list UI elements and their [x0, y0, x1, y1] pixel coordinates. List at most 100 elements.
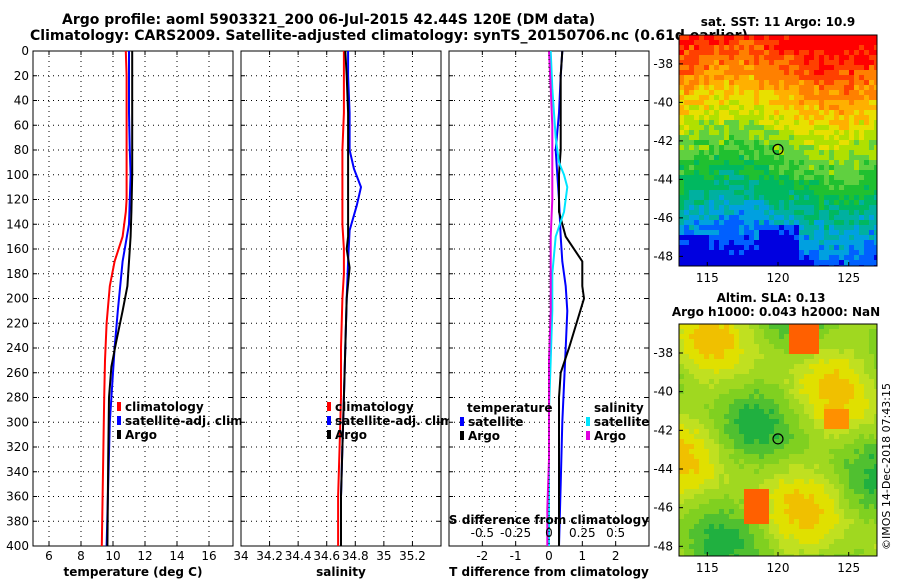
map-subtitle-sla: Argo h1000: 0.043 h2000: NaN: [672, 305, 880, 319]
map-cells: [679, 35, 877, 266]
map-y-tick-label: -46: [653, 211, 673, 225]
map-y-tick-label: -48: [653, 539, 673, 553]
series-line-t-satellite: [554, 50, 569, 547]
x-tick-label: 34.2: [256, 549, 283, 563]
s-tick-label: -0.5: [471, 526, 494, 540]
s-axis-label: S difference from climatology: [449, 513, 649, 527]
legend-label: climatology: [125, 400, 204, 414]
x-tick-label: 12: [137, 549, 152, 563]
y-tick-label: 340: [6, 465, 29, 479]
legend-swatch: [117, 402, 121, 411]
map-title: sat. SST: 11 Argo: 10.9: [701, 15, 855, 29]
map-y-tick-label: -42: [653, 423, 673, 437]
title-line-2: Climatology: CARS2009. Satellite-adjuste…: [30, 28, 748, 44]
s-tick-label: 0: [545, 526, 553, 540]
s-tick-label: 0.5: [606, 526, 625, 540]
legend-heading-temperature: temperature: [467, 401, 552, 415]
x-axis-label: T difference from climatology: [449, 565, 649, 579]
legend-label: Argo: [468, 429, 500, 443]
map-y-tick-label: -44: [653, 462, 673, 476]
map-y-tick-label: -42: [653, 134, 673, 148]
map-y-tick-label: -46: [653, 501, 673, 515]
y-tick-label: 60: [14, 118, 29, 132]
legend-swatch: [117, 430, 121, 439]
y-tick-label: 140: [6, 217, 29, 231]
legend-label: satellite: [468, 415, 523, 429]
map-x-tick-label: 115: [696, 561, 719, 575]
y-tick-label: 320: [6, 440, 29, 454]
legend-label: Argo: [594, 429, 626, 443]
legend-label: satellite-adj. clim.: [125, 414, 247, 428]
series-line-climatology: [337, 51, 345, 546]
x-tick-label: -2: [476, 549, 488, 563]
s-tick-label: -0.25: [500, 526, 531, 540]
legend-label: satellite: [594, 415, 649, 429]
x-tick-label: 16: [201, 549, 216, 563]
x-tick-label: 34.4: [285, 549, 312, 563]
legend-swatch: [460, 431, 464, 440]
legend-swatch: [586, 417, 590, 426]
y-tick-label: 240: [6, 341, 29, 355]
x-tick-label: 14: [169, 549, 184, 563]
legend-swatch: [460, 417, 464, 426]
map-y-tick-label: -38: [653, 57, 673, 71]
y-tick-label: 80: [14, 143, 29, 157]
x-tick-label: 34: [233, 549, 248, 563]
x-axis-label: temperature (deg C): [64, 565, 203, 579]
y-tick-label: 160: [6, 242, 29, 256]
series-line-argo: [340, 50, 351, 546]
legend-label: Argo: [125, 428, 157, 442]
y-tick-label: 20: [14, 69, 29, 83]
map-title-sla: Altim. SLA: 0.13: [717, 291, 826, 305]
legend-swatch: [327, 402, 331, 411]
x-tick-label: 6: [45, 549, 53, 563]
x-tick-label: 34.8: [342, 549, 369, 563]
map-y-tick-label: -40: [653, 95, 673, 109]
y-tick-label: 120: [6, 193, 29, 207]
series-line-climatology: [100, 50, 128, 547]
legend-label: climatology: [335, 400, 414, 414]
y-tick-label: 400: [6, 539, 29, 553]
x-tick-label: 35: [376, 549, 391, 563]
map-x-tick-label: 125: [837, 561, 860, 575]
y-tick-label: 260: [6, 366, 29, 380]
x-axis-label: salinity: [316, 565, 366, 579]
profile-panel-difference: -2 -1 0 1 2 T difference from climatology -0.5…: [448, 50, 650, 579]
title-line-1: Argo profile: aoml 5903321_200 06-Jul-20…: [62, 12, 596, 28]
series-line-t-argo: [558, 50, 586, 546]
map-cells: [679, 324, 877, 556]
series-line-argo: [106, 51, 134, 547]
x-tick-label: 1: [579, 549, 587, 563]
map-x-tick-label: 115: [696, 271, 719, 285]
x-tick-label: 10: [105, 549, 120, 563]
map-y-tick-label: -48: [653, 249, 673, 263]
map-x-tick-label: 120: [767, 561, 790, 575]
y-tick-label: 180: [6, 267, 29, 281]
x-tick-label: 0: [545, 549, 553, 563]
profile-panel-temperature: 0 20 40 60 80 100 120 140 160 180 200 220 240 260 280 3…: [6, 44, 247, 579]
map-y-tick-label: -40: [653, 385, 673, 399]
y-tick-label: 360: [6, 490, 29, 504]
map-y-tick-label: -44: [653, 172, 673, 186]
y-tick-label: 380: [6, 514, 29, 528]
legend-label: Argo: [335, 428, 367, 442]
y-tick-label: 40: [14, 94, 29, 108]
legend-heading-salinity: salinity: [594, 401, 644, 415]
y-tick-label: 300: [6, 415, 29, 429]
legend-label: satellite-adj. clim.: [335, 414, 457, 428]
imos-stamp: ©IMOS 14-Dec-2018 07:43:15: [880, 383, 893, 550]
map-x-tick-label: 125: [837, 271, 860, 285]
map-panel-sst_map: -38 -40 -42 -44 -46 -48 115 120 125 sat. SST: 11 …: [653, 15, 878, 285]
s-tick-label: 0.25: [569, 526, 596, 540]
legend-swatch: [327, 416, 331, 425]
y-tick-label: 280: [6, 391, 29, 405]
series-line-satellite-adj-clim-: [105, 51, 132, 547]
map-x-tick-label: 120: [767, 271, 790, 285]
legend-swatch: [117, 416, 121, 425]
x-tick-label: 34.6: [313, 549, 340, 563]
map-y-tick-label: -38: [653, 346, 673, 360]
y-tick-label: 100: [6, 168, 29, 182]
profile-panel-salinity: 34 34.2 34.4 34.6 34.8 35 35.2 salinity climatol…: [233, 50, 457, 579]
x-tick-label: 35.2: [399, 549, 426, 563]
